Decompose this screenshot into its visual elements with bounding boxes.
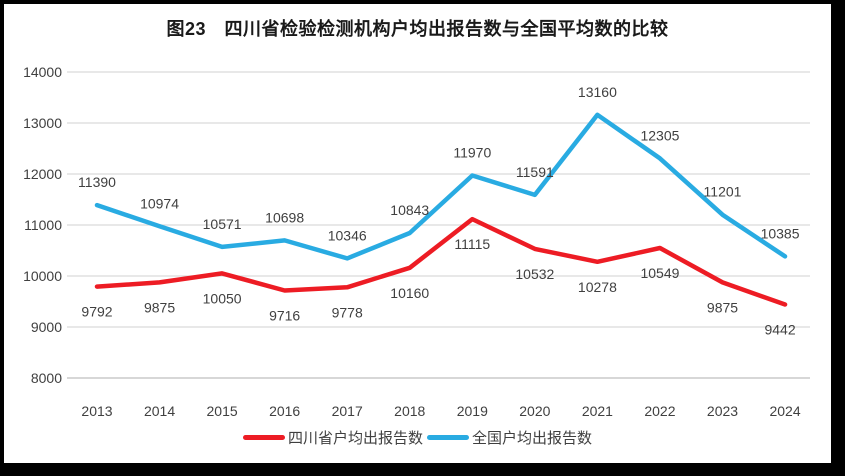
data-point-label: 11390 [78, 174, 116, 190]
y-axis-tick-label: 9000 [31, 319, 62, 335]
data-point-label: 10974 [140, 195, 179, 211]
x-axis-tick-label: 2021 [582, 403, 613, 419]
data-point-label: 11970 [453, 145, 491, 161]
data-point-label: 10698 [265, 209, 304, 225]
data-point-label: 9778 [332, 304, 363, 320]
data-point-label: 9792 [81, 304, 112, 320]
x-axis-tick-label: 2022 [644, 403, 675, 419]
data-point-label: 11201 [704, 184, 742, 200]
legend-line-swatch-sichuan [242, 435, 285, 440]
y-axis-tick-label: 14000 [23, 64, 62, 80]
data-point-label: 13160 [578, 84, 617, 100]
y-axis-tick-label: 11000 [24, 217, 62, 233]
x-axis-tick-label: 2015 [207, 403, 238, 419]
data-point-label: 11115 [454, 236, 490, 252]
data-point-label: 11591 [516, 164, 554, 180]
data-point-label: 10549 [640, 265, 679, 281]
data-point-label: 9875 [707, 299, 738, 315]
series-line-national [94, 112, 788, 261]
data-point-label: 12305 [640, 127, 679, 143]
data-point-label: 9875 [144, 299, 175, 315]
x-axis-tick-label: 2016 [269, 403, 300, 419]
x-axis-tick-label: 2018 [394, 403, 425, 419]
legend-item-sichuan: 四川省户均出报告数 [242, 427, 423, 448]
data-point-label: 10346 [328, 227, 367, 243]
y-axis-tick-label: 10000 [23, 268, 62, 284]
x-axis-tick-label: 2019 [457, 403, 488, 419]
y-axis-tick-label: 8000 [31, 370, 62, 386]
chart-title: 图23 四川省检验检测机构户均出报告数与全国平均数的比较 [166, 19, 669, 39]
data-point-label: 10843 [390, 202, 429, 218]
data-point-label: 10160 [390, 285, 429, 301]
legend-line-swatch-national [427, 435, 469, 440]
data-point-label: 9716 [269, 307, 300, 323]
line-chart: 8000 9000 10000 11000 12000 13000 14000 2013 201… [23, 64, 810, 419]
data-point-label: 10385 [761, 225, 800, 241]
data-point-label: 10571 [203, 216, 242, 232]
data-point-label: 10050 [203, 290, 242, 306]
x-axis-tick-label: 2023 [707, 403, 738, 419]
data-point-label: 10278 [578, 279, 617, 295]
x-axis-tick-label: 2024 [769, 403, 800, 419]
legend-item-national: 全国户均出报告数 [427, 427, 592, 448]
legend-label-national: 全国户均出报告数 [472, 430, 593, 447]
x-axis-tick-label: 2013 [81, 403, 112, 419]
series-line-sichuan [94, 216, 788, 307]
x-axis-tick-label: 2014 [144, 403, 175, 419]
y-axis-tick-label: 13000 [23, 115, 62, 131]
legend: 四川省户均出报告数 全国户均出报告数 [4, 427, 831, 448]
y-axis-tick-label: 12000 [23, 166, 62, 182]
x-axis-tick-label: 2017 [332, 403, 363, 419]
x-axis-tick-label: 2020 [519, 403, 550, 419]
chart-canvas: 图23 四川省检验检测机构户均出报告数与全国平均数的比较 8000 9000 100… [4, 4, 831, 463]
legend-label-sichuan: 四川省户均出报告数 [287, 430, 423, 447]
data-point-label: 10532 [515, 266, 554, 282]
data-point-label: 9442 [764, 321, 795, 337]
